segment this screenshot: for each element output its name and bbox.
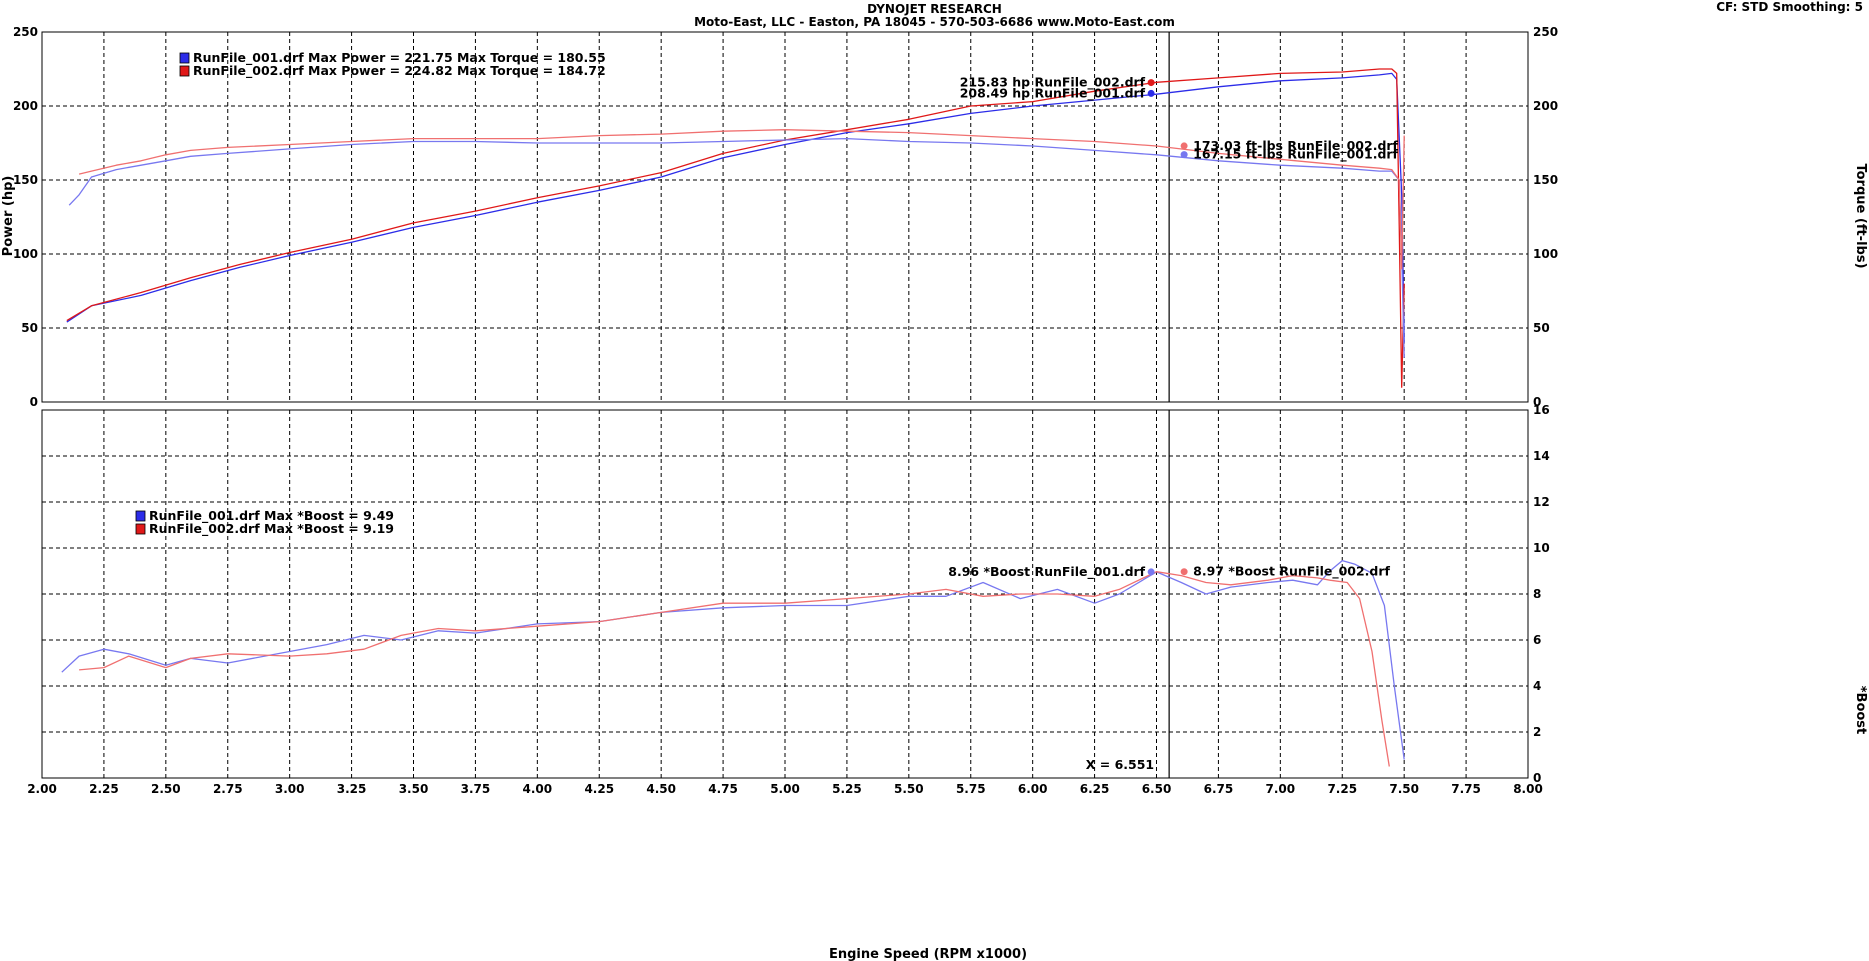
data-label: 8.96 *Boost RunFile_001.drf	[948, 564, 1145, 580]
y2-tick-label: 2	[1533, 725, 1541, 739]
legend-entry: RunFile_001.drf Max *Boost = 9.49	[149, 508, 394, 524]
y2-tick-label: 0	[1533, 771, 1541, 785]
y-tick-label: 0	[30, 395, 38, 409]
x-tick-label: 7.75	[1451, 782, 1481, 796]
y2-tick-label: 14	[1533, 449, 1550, 463]
data-point-marker	[1180, 151, 1188, 159]
x-tick-label: 5.00	[770, 782, 800, 796]
data-point-marker	[1147, 79, 1155, 87]
boost-panel: 2.00 2.25 2.50 2.75 3.00 3.25 3.50 3.75 4.00 4.25…	[27, 403, 1550, 796]
data-point-marker	[1147, 568, 1155, 576]
x-tick-label: 3.50	[399, 782, 429, 796]
x-tick-label: 6.50	[1142, 782, 1172, 796]
chart-subtitle: Moto-East, LLC - Easton, PA 18045 - 570-…	[694, 15, 1175, 29]
data-label: 215.83 hp RunFile_002.drf	[960, 75, 1146, 91]
y-tick-label: 250	[13, 25, 38, 39]
boost-axis-title: *Boost	[1853, 686, 1868, 735]
y2-tick-label: 0	[1533, 395, 1541, 409]
data-label: 167.15 ft-lbs RunFile_001.drf	[1193, 147, 1398, 163]
y2-tick-label: 50	[1533, 321, 1550, 335]
x-tick-label: 4.00	[523, 782, 553, 796]
y-tick-label: 100	[13, 247, 38, 261]
legend-swatch	[135, 523, 146, 535]
data-label: 8.97 *Boost RunFile_002.drf	[1193, 564, 1390, 580]
power-torque-panel: 0 0 50 50 100 100 150 150 200 200 250 250 215.83 hp …	[13, 25, 1558, 409]
data-point-marker	[1147, 89, 1155, 97]
x-tick-label: 6.25	[1080, 782, 1110, 796]
data-label: 173.03 ft-lbs RunFile_002.drf	[1193, 138, 1398, 154]
x-tick-label: 2.50	[151, 782, 181, 796]
y2-tick-label: 8	[1533, 587, 1541, 601]
x-tick-label: 8.00	[1513, 782, 1543, 796]
series-line	[66, 68, 1405, 388]
chart-title: DYNOJET RESEARCH	[867, 2, 1002, 16]
series-line	[79, 571, 1390, 767]
x-tick-label: 2.75	[213, 782, 243, 796]
settings-label: CF: STD Smoothing: 5	[1716, 0, 1863, 14]
x-tick-label: 3.00	[275, 782, 305, 796]
x-tick-label: 5.25	[832, 782, 862, 796]
legend-entry: RunFile_001.drf Max Power = 221.75 Max T…	[193, 50, 606, 66]
cursor-label: X = 6.551	[1086, 757, 1154, 772]
series-line	[68, 137, 1405, 358]
legend-swatch	[179, 65, 190, 77]
x-tick-label: 7.00	[1266, 782, 1296, 796]
y-tick-label: 50	[21, 321, 38, 335]
x-tick-label: 4.75	[708, 782, 738, 796]
x-tick-label: 5.50	[894, 782, 924, 796]
y-tick-label: 150	[13, 173, 38, 187]
legend-swatch	[135, 510, 146, 522]
data-point-marker	[1180, 568, 1188, 576]
x-axis-title: Engine Speed (RPM x1000)	[829, 947, 1027, 961]
x-tick-label: 7.25	[1327, 782, 1357, 796]
y2-tick-label: 200	[1533, 99, 1558, 113]
y2-tick-label: 250	[1533, 25, 1558, 39]
y-tick-label: 200	[13, 99, 38, 113]
y2-tick-label: 6	[1533, 633, 1541, 647]
x-tick-label: 5.75	[956, 782, 986, 796]
y2-tick-label: 150	[1533, 173, 1558, 187]
data-point-marker	[1180, 142, 1188, 150]
data-label: 208.49 hp RunFile_001.drf	[960, 85, 1146, 101]
x-tick-label: 4.50	[646, 782, 676, 796]
legend-entry: RunFile_002.drf Max *Boost = 9.19	[149, 521, 394, 537]
x-tick-label: 6.75	[1204, 782, 1234, 796]
series-line	[66, 72, 1405, 343]
torque-axis-title: Torque (ft-lbs)	[1853, 163, 1868, 268]
series-line	[61, 559, 1405, 760]
x-tick-label: 4.25	[584, 782, 614, 796]
power-axis-title: Power (hp)	[1, 176, 16, 257]
y2-tick-label: 4	[1533, 679, 1541, 693]
x-tick-label: 2.00	[27, 782, 57, 796]
legend-entry: RunFile_002.drf Max Power = 224.82 Max T…	[193, 63, 606, 79]
x-tick-label: 6.00	[1018, 782, 1048, 796]
x-tick-label: 3.25	[337, 782, 367, 796]
x-tick-label: 2.25	[89, 782, 119, 796]
y2-tick-label: 100	[1533, 247, 1558, 261]
y2-tick-label: 12	[1533, 495, 1550, 509]
y2-tick-label: 10	[1533, 541, 1550, 555]
y2-tick-label: 16	[1533, 403, 1550, 417]
x-tick-label: 7.50	[1389, 782, 1419, 796]
legend-swatch	[179, 52, 190, 64]
x-tick-label: 3.75	[461, 782, 491, 796]
series-line	[78, 129, 1405, 270]
